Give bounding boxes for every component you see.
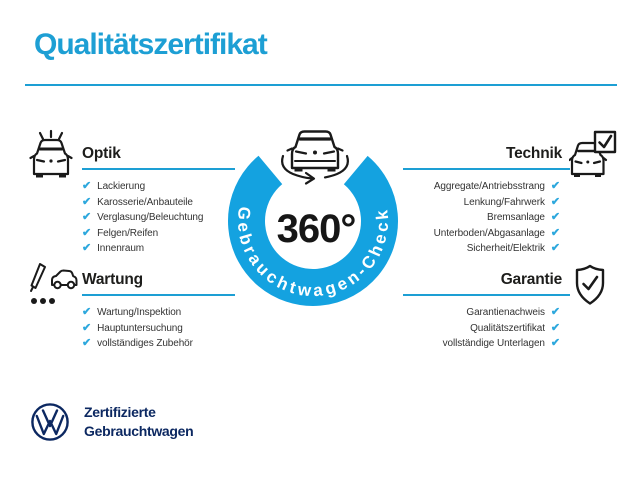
checklist-item: ✔ vollständiges Zubehör [82,336,235,352]
checklist-item-label: Wartung/Inspektion [97,307,182,319]
checklist-item-label: Felgen/Reifen [97,227,159,239]
check-icon: ✔ [82,211,92,224]
checklist-item-label: Karosserie/Anbauteile [97,196,193,208]
check-icon: ✔ [550,226,560,239]
checklist-item-label: Hauptuntersuchung [97,322,183,334]
check-icon: ✔ [550,337,560,350]
checklist-item: vollständige Unterlagen ✔ [403,336,570,352]
checklist-item-label: Aggregate/Antriebsstrang [433,181,545,193]
section-technik-title: Technik [505,145,562,162]
pen-car-icon [27,261,79,305]
checklist-optik: ✔ Lackierung ✔ Karosserie/Anbauteile ✔ Verg… [82,179,235,257]
footer-claim-line1: Zertifizierte [84,404,156,420]
car-checkbox-icon [569,128,619,180]
check-icon: ✔ [550,180,560,193]
check-icon: ✔ [550,195,560,208]
check-icon: ✔ [82,195,92,208]
check-icon: ✔ [550,321,560,334]
section-garantie-title: Garantie [500,271,562,288]
checklist-item: ✔ Innenraum [82,241,235,257]
header-divider [25,84,617,86]
page-title: Qualitätszertifikat [34,28,268,61]
checklist-item: ✔ Verglasung/Beleuchtung [82,210,235,226]
section-wartung: Wartung ✔ Wartung/Inspektion ✔ Hauptunters… [82,271,235,352]
checklist-item-label: Lenkung/Fahrwerk [463,196,545,208]
checklist-item: Bremsanlage ✔ [403,210,570,226]
checklist-item: Aggregate/Antriebsstrang ✔ [403,179,570,195]
footer-claim: Zertifizierte Gebrauchtwagen [84,403,194,441]
section-optik: Optik ✔ Lackierung ✔ Karosserie/Anbauteile… [82,145,235,257]
check-icon: ✔ [550,242,560,255]
car-360-rotation-icon [276,122,354,186]
section-technik-underline [403,168,570,170]
section-garantie-underline [403,294,570,296]
checklist-item-label: Innenraum [97,243,145,255]
checklist-item: ✔ Lackierung [82,179,235,195]
checklist-item-label: Verglasung/Beleuchtung [97,212,204,224]
section-optik-title: Optik [82,145,121,162]
checklist-wartung: ✔ Wartung/Inspektion ✔ Hauptuntersuchung ✔… [82,305,235,352]
checklist-garantie: Garantienachweis ✔ Qualitätszertifikat ✔ v… [403,305,570,352]
check-icon: ✔ [550,211,560,224]
check-icon: ✔ [550,306,560,319]
checklist-item: Garantienachweis ✔ [403,305,570,321]
check-icon: ✔ [82,226,92,239]
checklist-item: ✔ Karosserie/Anbauteile [82,195,235,211]
checklist-item: Unterboden/Abgasanlage ✔ [403,226,570,242]
footer-claim-line2: Gebrauchtwagen [84,423,194,439]
checklist-item: ✔ Hauptuntersuchung [82,321,235,337]
checklist-item: ✔ Wartung/Inspektion [82,305,235,321]
checklist-item: ✔ Felgen/Reifen [82,226,235,242]
section-garantie: Garantie Garantienachweis ✔ Qualitätszert… [403,271,570,352]
vw-logo [30,402,70,442]
shield-check-icon [572,264,608,306]
car-shine-icon [29,129,73,179]
checklist-item-label: Bremsanlage [487,212,545,224]
badge-ring: Gebrauchtwagen-Check [227,135,399,307]
checklist-item-label: vollständige Unterlagen [442,338,545,350]
badge-360-label: 360° [276,207,357,251]
checklist-item-label: Sicherheit/Elektrik [466,243,545,255]
checklist-item-label: vollständiges Zubehör [97,338,193,350]
section-technik: Technik Aggregate/Antriebsstrang ✔ Lenkun… [403,145,570,257]
checklist-item-label: Qualitätszertifikat [470,322,545,334]
check-icon: ✔ [82,180,92,193]
check-icon: ✔ [82,242,92,255]
check-icon: ✔ [82,337,92,350]
check-icon: ✔ [82,321,92,334]
section-wartung-title: Wartung [82,271,143,288]
section-optik-underline [82,168,235,170]
check-icon: ✔ [82,306,92,319]
section-wartung-underline [82,294,235,296]
checklist-item: Lenkung/Fahrwerk ✔ [403,195,570,211]
checklist-item-label: Lackierung [97,181,146,193]
checklist-item-label: Garantienachweis [466,307,545,319]
checklist-item-label: Unterboden/Abgasanlage [433,227,545,239]
checklist-item: Qualitätszertifikat ✔ [403,321,570,337]
checklist-technik: Aggregate/Antriebsstrang ✔ Lenkung/Fahrwe… [403,179,570,257]
checklist-item: Sicherheit/Elektrik ✔ [403,241,570,257]
